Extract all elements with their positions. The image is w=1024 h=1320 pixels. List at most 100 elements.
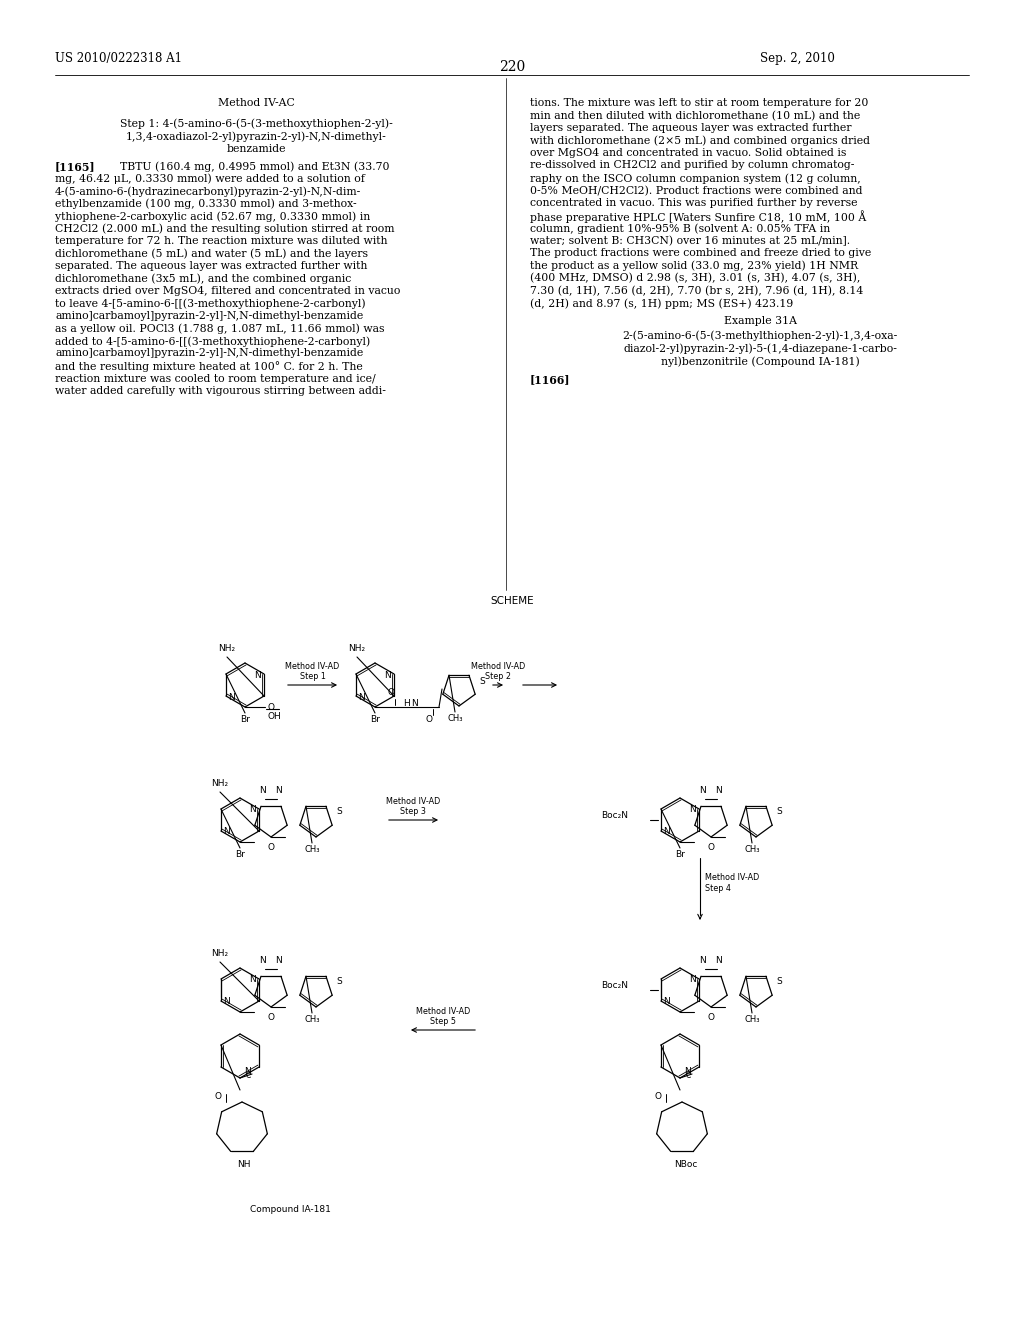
Text: mg, 46.42 μL, 0.3330 mmol) were added to a solution of: mg, 46.42 μL, 0.3330 mmol) were added to… — [55, 173, 365, 183]
Text: extracts dried over MgSO4, filtered and concentrated in vacuo: extracts dried over MgSO4, filtered and … — [55, 286, 400, 296]
Text: re-dissolved in CH2Cl2 and purified by column chromatog-: re-dissolved in CH2Cl2 and purified by c… — [530, 161, 854, 170]
Text: OH: OH — [267, 711, 281, 721]
Text: CH₃: CH₃ — [744, 845, 760, 854]
Text: O: O — [387, 688, 394, 697]
Text: Compound IA-181: Compound IA-181 — [250, 1205, 331, 1214]
Text: N: N — [699, 785, 707, 795]
Text: CH2Cl2 (2.000 mL) and the resulting solution stirred at room: CH2Cl2 (2.000 mL) and the resulting solu… — [55, 223, 394, 234]
Text: N: N — [244, 1068, 251, 1077]
Text: column, gradient 10%-95% B (solvent A: 0.05% TFA in: column, gradient 10%-95% B (solvent A: 0… — [530, 223, 830, 234]
Text: 4-(5-amino-6-(hydrazinecarbonyl)pyrazin-2-yl)-N,N-dim-: 4-(5-amino-6-(hydrazinecarbonyl)pyrazin-… — [55, 186, 361, 197]
Text: O: O — [214, 1092, 221, 1101]
Text: H: H — [403, 698, 410, 708]
Text: added to 4-[5-amino-6-[[(3-methoxythiophene-2-carbonyl): added to 4-[5-amino-6-[[(3-methoxythioph… — [55, 337, 371, 347]
Text: diazol-2-yl)pyrazin-2-yl)-5-(1,4-diazepane-1-carbo-: diazol-2-yl)pyrazin-2-yl)-5-(1,4-diazepa… — [623, 343, 897, 354]
Text: N: N — [223, 828, 229, 837]
Text: CH₃: CH₃ — [304, 845, 319, 854]
Text: Method IV-AD: Method IV-AD — [286, 663, 340, 671]
Text: The product fractions were combined and freeze dried to give: The product fractions were combined and … — [530, 248, 871, 257]
Text: NBoc: NBoc — [675, 1160, 697, 1170]
Text: N: N — [716, 785, 722, 795]
Text: concentrated in vacuo. This was purified further by reverse: concentrated in vacuo. This was purified… — [530, 198, 857, 209]
Text: NH₂: NH₂ — [211, 949, 228, 958]
Text: N: N — [249, 975, 256, 985]
Text: over MgSO4 and concentrated in vacuo. Solid obtained is: over MgSO4 and concentrated in vacuo. So… — [530, 148, 847, 158]
Text: the product as a yellow solid (33.0 mg, 23% yield) 1H NMR: the product as a yellow solid (33.0 mg, … — [530, 260, 858, 271]
Text: Method IV-AC: Method IV-AC — [218, 98, 294, 108]
Text: TBTU (160.4 mg, 0.4995 mmol) and Et3N (33.70: TBTU (160.4 mg, 0.4995 mmol) and Et3N (3… — [120, 161, 389, 172]
Text: O: O — [708, 1012, 715, 1022]
Text: N: N — [663, 828, 670, 837]
Text: with dichloromethane (2×5 mL) and combined organics dried: with dichloromethane (2×5 mL) and combin… — [530, 136, 870, 147]
Text: N: N — [275, 785, 283, 795]
Text: dichloromethane (3x5 mL), and the combined organic: dichloromethane (3x5 mL), and the combin… — [55, 273, 351, 284]
Text: N: N — [689, 805, 696, 814]
Text: dichloromethane (5 mL) and water (5 mL) and the layers: dichloromethane (5 mL) and water (5 mL) … — [55, 248, 368, 259]
Text: O: O — [426, 715, 432, 723]
Text: NH₂: NH₂ — [211, 779, 228, 788]
Text: NH₂: NH₂ — [218, 644, 236, 653]
Text: Br: Br — [370, 715, 380, 723]
Text: raphy on the ISCO column companion system (12 g column,: raphy on the ISCO column companion syste… — [530, 173, 861, 183]
Text: Br: Br — [236, 850, 245, 859]
Text: N: N — [254, 671, 261, 680]
Text: amino]carbamoyl]pyrazin-2-yl]-N,N-dimethyl-benzamide: amino]carbamoyl]pyrazin-2-yl]-N,N-dimeth… — [55, 348, 364, 359]
Text: O: O — [267, 843, 274, 851]
Text: water; solvent B: CH3CN) over 16 minutes at 25 mL/min].: water; solvent B: CH3CN) over 16 minutes… — [530, 235, 850, 246]
Text: tions. The mixture was left to stir at room temperature for 20: tions. The mixture was left to stir at r… — [530, 98, 868, 108]
Text: Br: Br — [675, 850, 685, 859]
Text: (d, 2H) and 8.97 (s, 1H) ppm; MS (ES+) 423.19: (d, 2H) and 8.97 (s, 1H) ppm; MS (ES+) 4… — [530, 298, 794, 309]
Text: N: N — [275, 956, 283, 965]
Text: C: C — [246, 1072, 251, 1081]
Text: min and then diluted with dichloromethane (10 mL) and the: min and then diluted with dichloromethan… — [530, 111, 860, 121]
Text: nyl)benzonitrile (Compound IA-181): nyl)benzonitrile (Compound IA-181) — [660, 356, 859, 367]
Text: ethylbenzamide (100 mg, 0.3330 mmol) and 3-methox-: ethylbenzamide (100 mg, 0.3330 mmol) and… — [55, 198, 356, 209]
Text: [1166]: [1166] — [530, 375, 570, 385]
Text: Step 1: 4-(5-amino-6-(5-(3-methoxythiophen-2-yl)-: Step 1: 4-(5-amino-6-(5-(3-methoxythioph… — [120, 117, 392, 128]
Text: 7.30 (d, 1H), 7.56 (d, 2H), 7.70 (br s, 2H), 7.96 (d, 1H), 8.14: 7.30 (d, 1H), 7.56 (d, 2H), 7.70 (br s, … — [530, 285, 863, 296]
Text: N: N — [223, 998, 229, 1006]
Text: Step 5: Step 5 — [430, 1016, 456, 1026]
Text: Example 31A: Example 31A — [724, 317, 797, 326]
Text: S: S — [336, 978, 342, 986]
Text: 1,3,4-oxadiazol-2-yl)pyrazin-2-yl)-N,N-dimethyl-: 1,3,4-oxadiazol-2-yl)pyrazin-2-yl)-N,N-d… — [126, 131, 386, 141]
Text: as a yellow oil. POCl3 (1.788 g, 1.087 mL, 11.66 mmol) was: as a yellow oil. POCl3 (1.788 g, 1.087 m… — [55, 323, 384, 334]
Text: Boc₂N: Boc₂N — [601, 981, 628, 990]
Text: N: N — [260, 956, 266, 965]
Text: CH₃: CH₃ — [447, 714, 463, 723]
Text: Method IV-AD: Method IV-AD — [386, 797, 440, 807]
Text: N: N — [249, 805, 256, 814]
Text: O: O — [654, 1092, 662, 1101]
Text: 2-(5-amino-6-(5-(3-methylthiophen-2-yl)-1,3,4-oxa-: 2-(5-amino-6-(5-(3-methylthiophen-2-yl)-… — [623, 330, 898, 341]
Text: N: N — [684, 1068, 691, 1077]
Text: Boc₂N: Boc₂N — [601, 810, 628, 820]
Text: amino]carbamoyl]pyrazin-2-yl]-N,N-dimethyl-benzamide: amino]carbamoyl]pyrazin-2-yl]-N,N-dimeth… — [55, 312, 364, 321]
Text: S: S — [336, 808, 342, 817]
Text: SCHEME: SCHEME — [490, 597, 534, 606]
Text: N: N — [716, 956, 722, 965]
Text: Step 2: Step 2 — [485, 672, 511, 681]
Text: N: N — [228, 693, 234, 701]
Text: N: N — [384, 671, 391, 680]
Text: N: N — [689, 975, 696, 985]
Text: N: N — [663, 998, 670, 1006]
Text: and the resulting mixture heated at 100° C. for 2 h. The: and the resulting mixture heated at 100°… — [55, 360, 362, 372]
Text: 220: 220 — [499, 59, 525, 74]
Text: phase preparative HPLC [Waters Sunfire C18, 10 mM, 100 Å: phase preparative HPLC [Waters Sunfire C… — [530, 210, 866, 223]
Text: US 2010/0222318 A1: US 2010/0222318 A1 — [55, 51, 182, 65]
Text: water added carefully with vigourous stirring between addi-: water added carefully with vigourous sti… — [55, 385, 386, 396]
Text: ythiophene-2-carboxylic acid (52.67 mg, 0.3330 mmol) in: ythiophene-2-carboxylic acid (52.67 mg, … — [55, 211, 371, 222]
Text: NH: NH — [238, 1160, 251, 1170]
Text: temperature for 72 h. The reaction mixture was diluted with: temperature for 72 h. The reaction mixtu… — [55, 236, 387, 246]
Text: Step 1: Step 1 — [300, 672, 326, 681]
Text: layers separated. The aqueous layer was extracted further: layers separated. The aqueous layer was … — [530, 123, 852, 133]
Text: CH₃: CH₃ — [744, 1015, 760, 1024]
Text: N: N — [260, 785, 266, 795]
Text: 0-5% MeOH/CH2Cl2). Product fractions were combined and: 0-5% MeOH/CH2Cl2). Product fractions wer… — [530, 186, 862, 195]
Text: O: O — [267, 1012, 274, 1022]
Text: N: N — [699, 956, 707, 965]
Text: C: C — [686, 1072, 691, 1081]
Text: N: N — [411, 698, 418, 708]
Text: to leave 4-[5-amino-6-[[(3-methoxythiophene-2-carbonyl): to leave 4-[5-amino-6-[[(3-methoxythioph… — [55, 298, 366, 309]
Text: separated. The aqueous layer was extracted further with: separated. The aqueous layer was extract… — [55, 261, 368, 271]
